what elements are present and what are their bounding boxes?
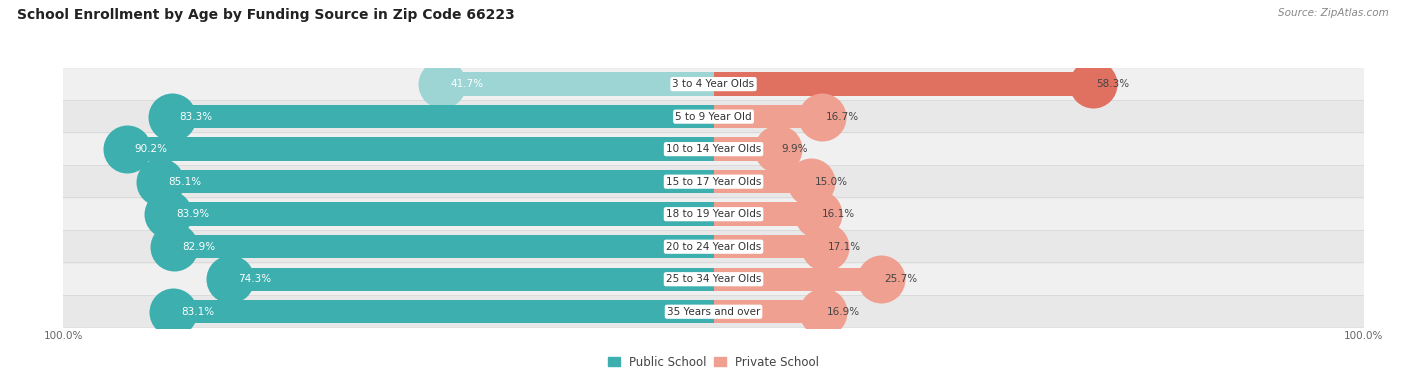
- Bar: [443, 72, 713, 96]
- Text: 5 to 9 Year Old: 5 to 9 Year Old: [675, 112, 752, 122]
- FancyBboxPatch shape: [56, 263, 1371, 296]
- Text: School Enrollment by Age by Funding Source in Zip Code 66223: School Enrollment by Age by Funding Sour…: [17, 8, 515, 21]
- Text: 9.9%: 9.9%: [782, 144, 807, 154]
- Bar: [160, 170, 713, 193]
- Bar: [713, 105, 823, 128]
- Text: Source: ZipAtlas.com: Source: ZipAtlas.com: [1278, 8, 1389, 18]
- Bar: [174, 235, 713, 258]
- Text: 17.1%: 17.1%: [828, 242, 860, 252]
- Bar: [173, 300, 713, 323]
- Text: 83.3%: 83.3%: [180, 112, 212, 122]
- Legend: Public School, Private School: Public School, Private School: [607, 356, 820, 369]
- Text: 16.9%: 16.9%: [827, 307, 860, 317]
- Bar: [713, 268, 880, 291]
- Text: 41.7%: 41.7%: [450, 79, 484, 89]
- Bar: [713, 202, 818, 226]
- Bar: [713, 72, 1092, 96]
- Text: 74.3%: 74.3%: [238, 274, 271, 284]
- Text: 20 to 24 Year Olds: 20 to 24 Year Olds: [666, 242, 761, 252]
- Text: 10 to 14 Year Olds: 10 to 14 Year Olds: [666, 144, 761, 154]
- Bar: [172, 105, 713, 128]
- Text: 82.9%: 82.9%: [183, 242, 215, 252]
- FancyBboxPatch shape: [56, 198, 1371, 230]
- Text: 15.0%: 15.0%: [814, 177, 848, 187]
- FancyBboxPatch shape: [56, 100, 1371, 133]
- Bar: [713, 300, 824, 323]
- Text: 83.1%: 83.1%: [181, 307, 214, 317]
- Bar: [231, 268, 713, 291]
- Text: 25 to 34 Year Olds: 25 to 34 Year Olds: [666, 274, 761, 284]
- Text: 16.7%: 16.7%: [825, 112, 859, 122]
- FancyBboxPatch shape: [56, 68, 1371, 100]
- Text: 35 Years and over: 35 Years and over: [666, 307, 761, 317]
- FancyBboxPatch shape: [56, 133, 1371, 166]
- Text: 25.7%: 25.7%: [884, 274, 917, 284]
- Bar: [713, 138, 778, 161]
- Bar: [167, 202, 713, 226]
- Bar: [713, 170, 811, 193]
- FancyBboxPatch shape: [56, 166, 1371, 198]
- Text: 16.1%: 16.1%: [821, 209, 855, 219]
- Text: 85.1%: 85.1%: [167, 177, 201, 187]
- Bar: [713, 235, 825, 258]
- Text: 90.2%: 90.2%: [135, 144, 167, 154]
- Bar: [127, 138, 713, 161]
- FancyBboxPatch shape: [56, 230, 1371, 263]
- Text: 58.3%: 58.3%: [1095, 79, 1129, 89]
- Text: 83.9%: 83.9%: [176, 209, 209, 219]
- Text: 3 to 4 Year Olds: 3 to 4 Year Olds: [672, 79, 755, 89]
- FancyBboxPatch shape: [56, 296, 1371, 328]
- Text: 15 to 17 Year Olds: 15 to 17 Year Olds: [666, 177, 761, 187]
- Text: 18 to 19 Year Olds: 18 to 19 Year Olds: [666, 209, 761, 219]
